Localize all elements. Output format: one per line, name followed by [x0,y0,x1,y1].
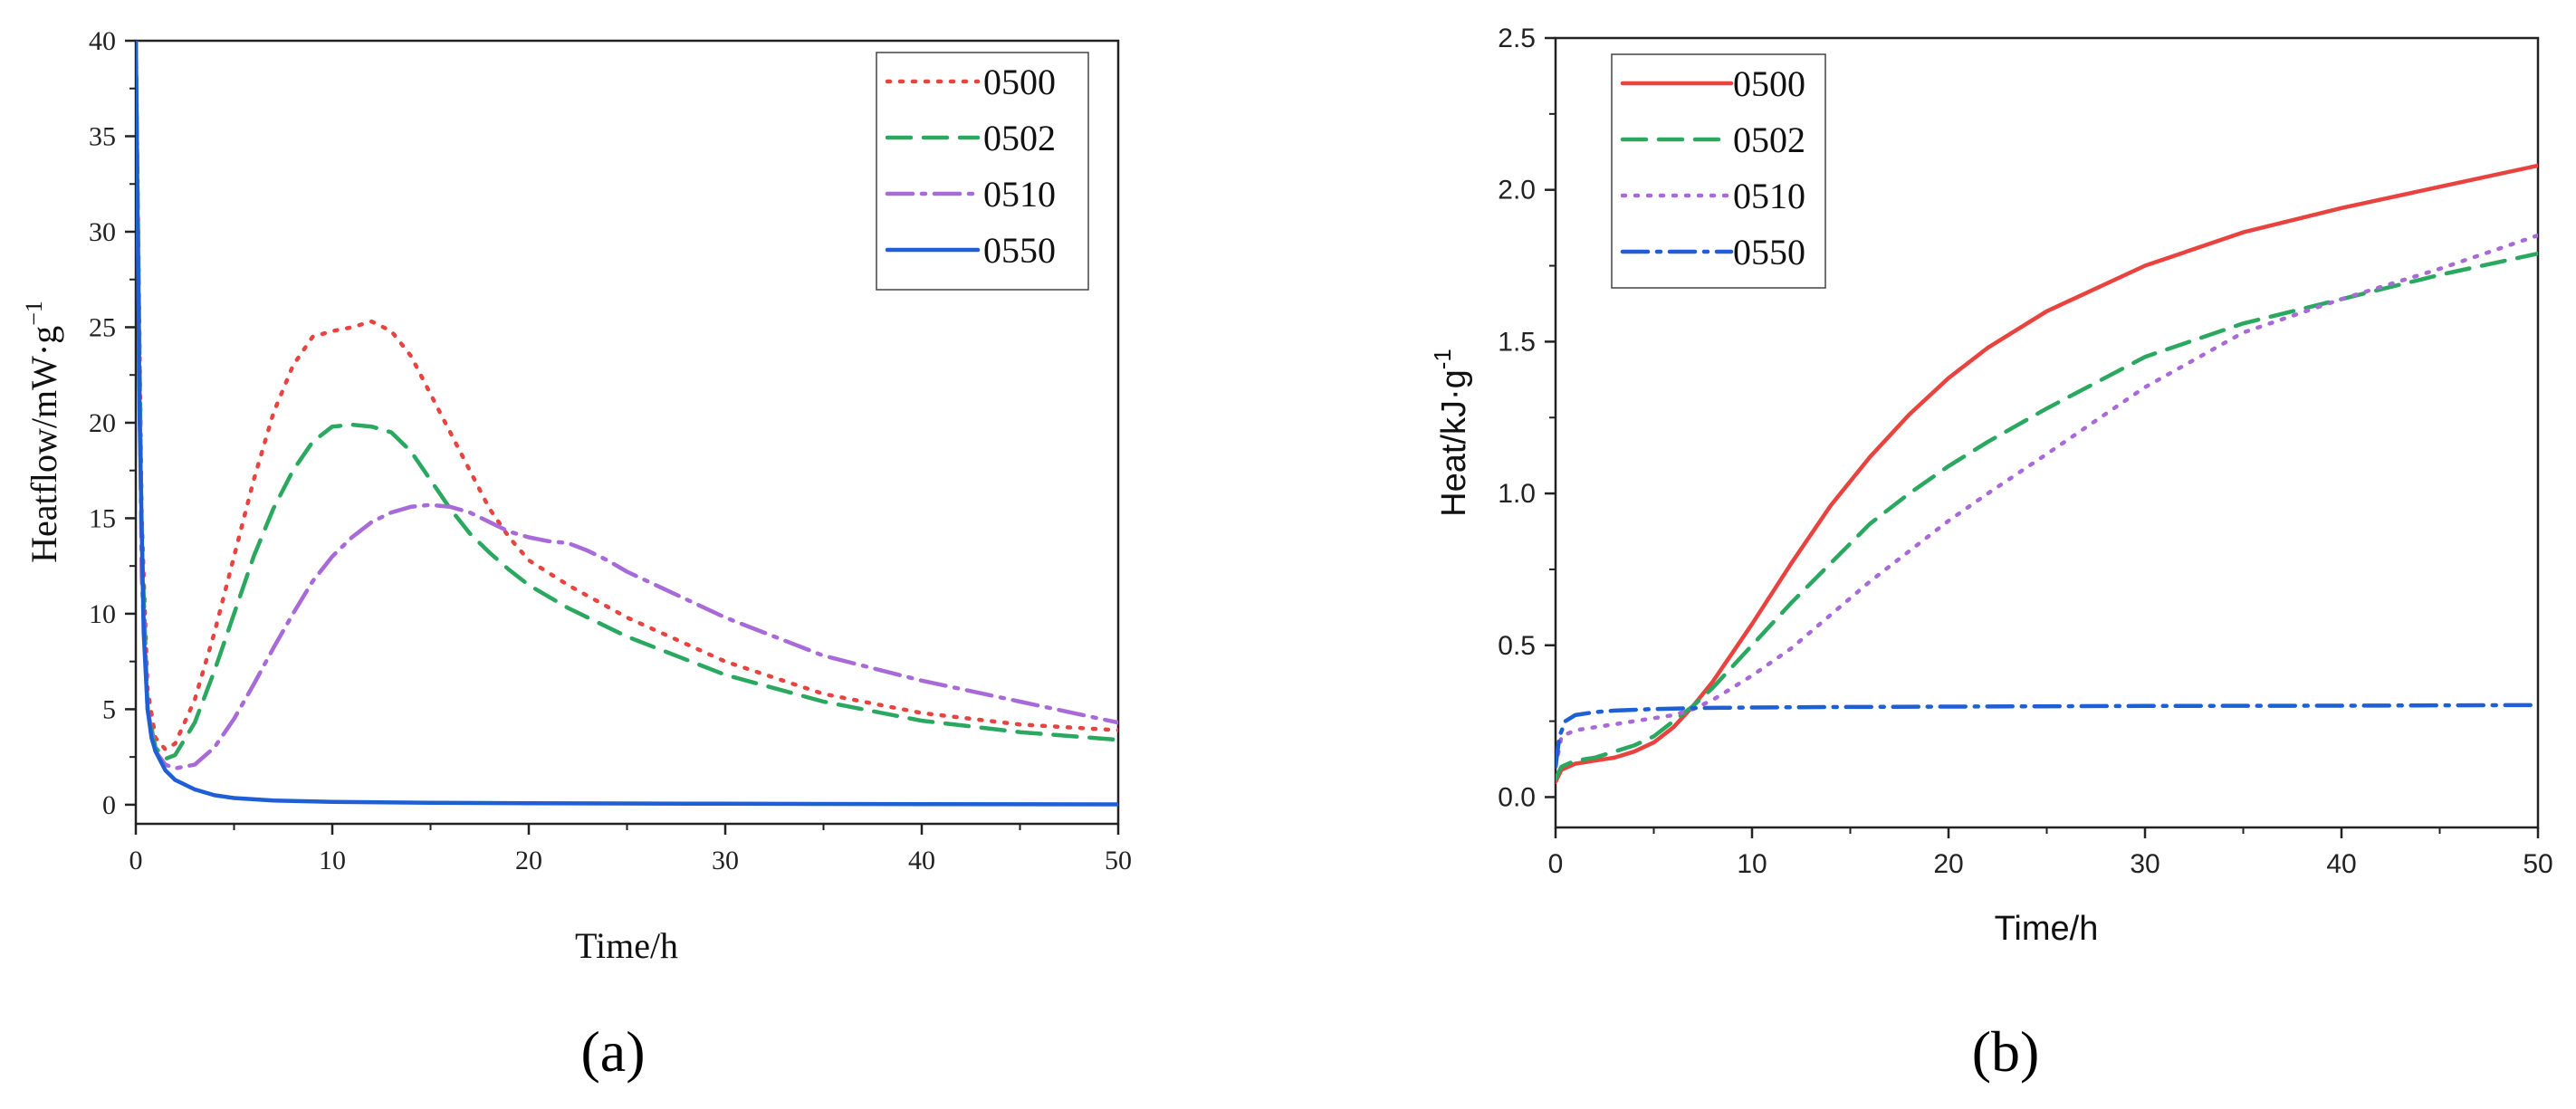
y-tick-label-a-4: 20 [89,408,116,438]
x-tick-label-b-0: 0 [1548,849,1564,879]
svg-text:Heat/kJ·g-1: Heat/kJ·g-1 [1429,349,1473,517]
x-tick-label-a-0: 0 [129,846,143,875]
legend-label-a-0510: 0510 [983,174,1056,215]
y-axis-label-b: Heat/kJ·g-1 [1429,349,1473,517]
x-tick-label-a-4: 40 [908,846,935,875]
series-group-b [1556,163,2538,784]
series-group-a [136,41,1118,807]
chart-panel-b: 0 10 20 30 40 500.00.51.01.52.02.5 0500050205… [1429,24,2553,1084]
series-line-a-0500 [136,41,1118,751]
legend-label-a-0550: 0550 [983,230,1056,271]
y-axis-label-a-base: Heatflow/mW·g [24,326,64,563]
x-axis-label-a: Time/h [575,925,678,966]
panel-label-a: (a) [580,1019,645,1084]
axis-ticks-b: 0 10 20 30 40 50 0.0 0.5 1.0 1.5 2.0 2.5 [1498,24,2552,879]
x-tick-label-a-1: 10 [319,846,346,875]
series-line-a-0502 [136,41,1118,761]
x-tick-label-b-2: 20 [1933,849,1963,879]
y-tick-label-a-5: 25 [89,312,116,342]
series-line-b-0550 [1556,703,2538,770]
legend-box-a [876,52,1089,291]
legend-label-b-0550: 0550 [1733,232,1805,272]
legend-label-a-0500: 0500 [983,62,1056,102]
y-tick-label-b-2: 1.0 [1498,479,1536,509]
x-tick-label-b-3: 30 [2130,849,2159,879]
y-tick-label-a-7: 35 [89,121,116,151]
series-line-b-0502 [1556,251,2538,781]
y-tick-label-a-6: 30 [89,217,116,247]
series-line-b-0510 [1556,233,2538,770]
y-tick-label-b-3: 1.5 [1498,327,1536,357]
x-tick-label-a-5: 50 [1105,846,1132,875]
legend-label-b-0500: 0500 [1733,63,1805,104]
x-tick-label-b-1: 10 [1737,849,1767,879]
legend-label-b-0502: 0502 [1733,120,1805,160]
y-axis-label-b-base: Heat/kJ·g [1435,369,1473,517]
x-tick-label-b-4: 40 [2326,849,2356,879]
series-line-b-0500 [1556,163,2538,784]
y-tick-label-a-1: 5 [102,694,116,724]
y-tick-label-b-5: 2.5 [1498,24,1536,53]
x-tick-label-a-2: 20 [515,846,542,875]
x-tick-label-b-5: 50 [2523,849,2552,879]
y-tick-label-a-3: 15 [89,503,116,533]
legend-label-a-0502: 0502 [983,118,1056,158]
y-tick-label-b-4: 2.0 [1498,176,1536,206]
svg-text:Heatflow/mW·g−1: Heatflow/mW·g−1 [21,301,64,563]
y-axis-label-a: Heatflow/mW·g−1 [21,301,64,563]
legend-a: 0500 0502 0510 0550 [876,52,1089,291]
y-axis-label-b-exp: -1 [1429,349,1456,369]
panel-label-b: (b) [1972,1019,2040,1084]
y-axis-label-a-exp: −1 [21,301,47,326]
legend-label-b-0510: 0510 [1733,176,1805,216]
y-tick-label-b-1: 0.5 [1498,631,1536,661]
x-axis-label-b: Time/h [1995,910,2099,948]
legend-b: 0500 0502 0510 0550 [1611,53,1826,289]
y-tick-label-a-8: 40 [89,26,116,56]
series-line-a-0510 [136,41,1118,771]
y-tick-label-a-0: 0 [102,790,116,820]
x-tick-label-a-3: 30 [712,846,739,875]
legend-box-b [1611,53,1826,289]
y-tick-label-a-2: 10 [89,599,116,629]
y-tick-label-b-0: 0.0 [1498,782,1536,812]
series-line-a-0550 [136,41,1118,807]
